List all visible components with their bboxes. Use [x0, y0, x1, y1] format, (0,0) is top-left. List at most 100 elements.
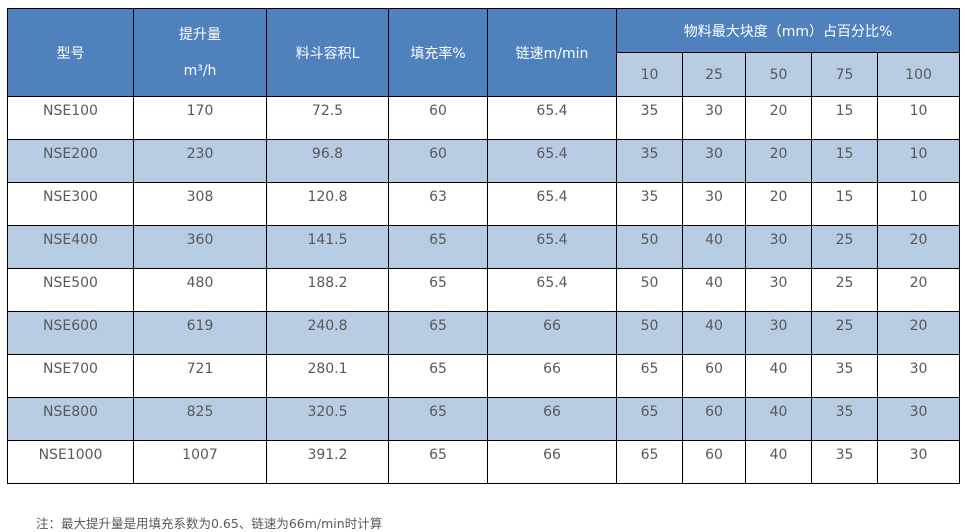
header-capacity-unit: m³/h	[183, 62, 217, 79]
table-cell: 66	[487, 311, 617, 355]
table-cell: 60	[682, 397, 746, 441]
table-row: NSE100 170 72.5 60 65.4 35 30 20 15 10	[7, 96, 961, 140]
table-cell: 20	[876, 268, 961, 312]
table-cell: 65.4	[487, 182, 617, 226]
table-cell: 35	[616, 182, 683, 226]
table-cell: 60	[682, 354, 746, 398]
table-cell: 40	[745, 354, 812, 398]
table-row: NSE500 480 188.2 65 65.4 50 40 30 25 20	[7, 268, 961, 312]
spec-table: 型号 提升量 m³/h 料斗容积L 填充率% 链速m/min 物料最大块度（mm…	[7, 8, 961, 484]
table-cell: 25	[811, 225, 878, 269]
table-cell: NSE800	[7, 397, 134, 441]
table-cell: 72.5	[266, 96, 389, 140]
table-cell: 65	[616, 440, 683, 484]
table-cell: 825	[133, 397, 267, 441]
table-cell: 50	[616, 268, 683, 312]
table-cell: 15	[811, 139, 878, 183]
table-cell: 65	[388, 268, 488, 312]
table-cell: 65.4	[487, 96, 617, 140]
table-cell: 320.5	[266, 397, 389, 441]
table-cell: 30	[876, 354, 961, 398]
table-cell: 35	[811, 397, 878, 441]
table-cell: NSE400	[7, 225, 134, 269]
table-cell: NSE600	[7, 311, 134, 355]
table-cell: 35	[811, 440, 878, 484]
table-cell: 1007	[133, 440, 267, 484]
table-cell: 25	[811, 311, 878, 355]
header-lump-50: 50	[745, 52, 812, 97]
header-capacity: 提升量 m³/h	[133, 8, 267, 97]
table-cell: 308	[133, 182, 267, 226]
table-cell: 20	[745, 96, 812, 140]
table-cell: 30	[876, 397, 961, 441]
header-lump-75: 75	[811, 52, 878, 97]
table-cell: 35	[811, 354, 878, 398]
table-cell: 15	[811, 96, 878, 140]
table-cell: NSE700	[7, 354, 134, 398]
footnote: 注：最大提升量是用填充系数为0.65、链速为66m/min时计算	[36, 516, 383, 531]
table-cell: 30	[682, 182, 746, 226]
table-cell: NSE100	[7, 96, 134, 140]
table-row: NSE600 619 240.8 65 66 50 40 30 25 20	[7, 311, 961, 355]
table-cell: NSE200	[7, 139, 134, 183]
table-cell: 25	[811, 268, 878, 312]
table-cell: 360	[133, 225, 267, 269]
header-lump-group: 物料最大块度（mm）占百分比%	[615, 8, 961, 53]
header-capacity-label: 提升量	[179, 26, 221, 43]
table-cell: 35	[616, 139, 683, 183]
table-cell: 20	[745, 182, 812, 226]
table-cell: 60	[388, 139, 488, 183]
table-cell: 20	[876, 311, 961, 355]
table-row: NSE200 230 96.8 60 65.4 35 30 20 15 10	[7, 139, 961, 183]
table-cell: NSE1000	[7, 440, 134, 484]
table-cell: 721	[133, 354, 267, 398]
table-cell: 391.2	[266, 440, 389, 484]
table-cell: NSE500	[7, 268, 134, 312]
table-cell: 66	[487, 397, 617, 441]
table-cell: 10	[876, 139, 961, 183]
table-cell: 619	[133, 311, 267, 355]
table-cell: 40	[682, 311, 746, 355]
table-cell: 65	[388, 354, 488, 398]
table-body: NSE100 170 72.5 60 65.4 35 30 20 15 10 NSE200 230 96…	[7, 96, 961, 484]
table-cell: 65.4	[487, 268, 617, 312]
table-cell: 65.4	[487, 225, 617, 269]
table-cell: 240.8	[266, 311, 389, 355]
header-model: 型号	[7, 8, 134, 97]
table-cell: 170	[133, 96, 267, 140]
header-lump-100: 100	[876, 52, 961, 97]
table-cell: 65	[388, 397, 488, 441]
table-cell: 66	[487, 440, 617, 484]
table-row: NSE1000 1007 391.2 65 66 65 60 40 35 30	[7, 440, 961, 484]
table-cell: 120.8	[266, 182, 389, 226]
header-row: 型号 提升量 m³/h 料斗容积L 填充率% 链速m/min 物料最大块度（mm…	[7, 8, 961, 97]
table-cell: 65	[388, 311, 488, 355]
table-cell: 15	[811, 182, 878, 226]
table-row: NSE400 360 141.5 65 65.4 50 40 30 25 20	[7, 225, 961, 269]
table-cell: 66	[487, 354, 617, 398]
table-cell: 40	[682, 225, 746, 269]
table-cell: 141.5	[266, 225, 389, 269]
table-cell: 30	[682, 139, 746, 183]
table-cell: 50	[616, 311, 683, 355]
table-cell: 65.4	[487, 139, 617, 183]
table-cell: 188.2	[266, 268, 389, 312]
table-cell: 30	[745, 268, 812, 312]
table-row: NSE800 825 320.5 65 66 65 60 40 35 30	[7, 397, 961, 441]
table-cell: 60	[682, 440, 746, 484]
table-cell: 10	[876, 96, 961, 140]
table-row: NSE700 721 280.1 65 66 65 60 40 35 30	[7, 354, 961, 398]
header-fill-rate: 填充率%	[388, 8, 488, 97]
table-cell: 50	[616, 225, 683, 269]
table-cell: 65	[616, 354, 683, 398]
table-cell: 20	[745, 139, 812, 183]
table-cell: 20	[876, 225, 961, 269]
table-cell: 10	[876, 182, 961, 226]
table-cell: 230	[133, 139, 267, 183]
header-bucket-volume: 料斗容积L	[266, 8, 389, 97]
table-cell: 35	[616, 96, 683, 140]
table-cell: 40	[682, 268, 746, 312]
table-cell: 30	[745, 311, 812, 355]
table-cell: 40	[745, 397, 812, 441]
header-chain-speed: 链速m/min	[487, 8, 617, 97]
